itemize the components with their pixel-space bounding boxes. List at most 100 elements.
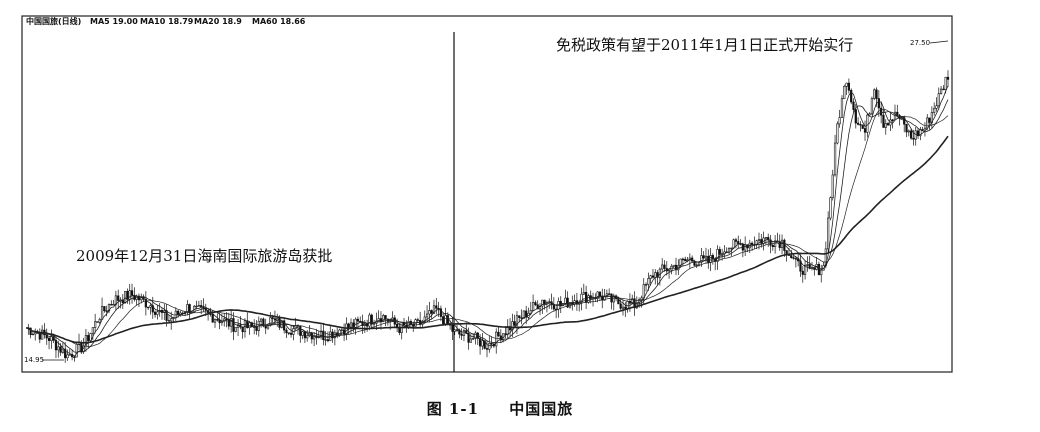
- candle-body: [423, 316, 426, 322]
- candle-body: [140, 296, 143, 301]
- candle-body: [603, 295, 606, 301]
- candle-body: [734, 239, 738, 242]
- candle-body: [515, 315, 519, 326]
- candle-body: [757, 239, 761, 242]
- candle-body: [543, 299, 546, 305]
- candle-body: [211, 314, 214, 323]
- candle-body: [672, 264, 675, 267]
- candle-body: [499, 335, 502, 341]
- price-high-arrow: [929, 40, 949, 44]
- candle-body: [451, 324, 454, 332]
- candle-body: [790, 255, 793, 259]
- candle-body: [644, 284, 648, 286]
- candle-body: [884, 123, 887, 128]
- candle-body: [340, 329, 343, 331]
- candle-body: [299, 325, 302, 336]
- candle-body: [227, 318, 230, 327]
- candle-body: [73, 356, 76, 358]
- candle-body: [216, 319, 219, 321]
- candle-body: [455, 329, 459, 331]
- candle-body: [177, 310, 180, 315]
- candle-body: [568, 302, 572, 308]
- candle-body: [41, 329, 44, 340]
- candle-body: [444, 315, 447, 325]
- candle-body: [34, 332, 37, 335]
- figure-number: 图 1-1: [426, 400, 480, 418]
- candle-body: [368, 314, 371, 327]
- candle-body: [522, 310, 525, 319]
- ma-line-ma60: [25, 135, 949, 344]
- candle-body: [598, 291, 602, 297]
- candle-body: [536, 304, 539, 310]
- candle-body: [310, 333, 313, 340]
- candle-body: [732, 239, 735, 249]
- candle-body: [234, 327, 237, 332]
- candle-body: [886, 123, 890, 126]
- candle-body: [68, 354, 71, 356]
- candle-body: [870, 98, 874, 115]
- candle-body: [439, 308, 443, 317]
- candle-body: [730, 247, 733, 250]
- candle-body: [649, 275, 652, 279]
- candle-body: [596, 291, 599, 299]
- candle-body: [587, 295, 590, 303]
- candle-body: [333, 332, 336, 339]
- candle-body: [416, 319, 419, 321]
- candle-body: [907, 130, 910, 133]
- candle-body: [442, 316, 445, 325]
- candle-body: [260, 318, 263, 322]
- header-ma60: MA60 18.66: [252, 17, 306, 26]
- candle-body: [769, 239, 772, 246]
- ma-line-ma5: [25, 85, 949, 357]
- candle-body: [808, 264, 811, 268]
- candle-body: [467, 332, 470, 343]
- candle-body: [213, 319, 217, 323]
- candle-body: [126, 291, 129, 300]
- candle-body: [838, 117, 841, 125]
- candle-body: [481, 340, 484, 347]
- candle-body: [206, 310, 210, 313]
- candle-body: [144, 298, 147, 308]
- candle-body: [179, 312, 182, 315]
- candle-body: [684, 258, 687, 262]
- price-high-label: 27.50: [910, 39, 930, 47]
- candle-body: [518, 315, 521, 318]
- candle-body: [110, 304, 113, 306]
- candle-body: [608, 293, 611, 295]
- candle-body: [718, 249, 721, 255]
- candle-body: [513, 321, 516, 326]
- candle-body: [534, 302, 537, 306]
- candle-body: [829, 197, 832, 219]
- candle-body: [531, 302, 535, 311]
- candle-body: [359, 320, 362, 323]
- candle-body: [319, 330, 323, 338]
- candle-body: [792, 257, 795, 259]
- candle-body: [483, 340, 486, 349]
- candle-body: [566, 297, 569, 308]
- candle-body: [873, 89, 876, 99]
- ma-line-ma10: [25, 99, 949, 353]
- candle-body: [149, 305, 152, 308]
- candle-body: [663, 264, 666, 269]
- candle-body: [372, 323, 376, 325]
- candle-body: [61, 348, 64, 353]
- candle-body: [301, 331, 304, 336]
- candle-body: [529, 310, 532, 314]
- candle-body: [803, 264, 807, 275]
- stock-chart: 中国国旅(日线) MA5 19.00 MA10 18.79 MA20 18.9 …: [18, 14, 956, 378]
- candle-body: [349, 322, 353, 328]
- candle-body: [345, 323, 348, 335]
- candle-body: [490, 342, 493, 345]
- candle-body: [704, 255, 708, 259]
- candle-body: [882, 114, 885, 128]
- candle-body: [232, 318, 235, 332]
- candle-body: [124, 291, 127, 304]
- candle-body: [220, 321, 224, 324]
- candle-body: [200, 305, 203, 307]
- candle-body: [241, 326, 244, 333]
- candle-body: [47, 337, 51, 341]
- candle-body: [610, 293, 613, 303]
- candle-body: [520, 317, 523, 319]
- candle-body: [760, 239, 763, 244]
- candle-body: [850, 90, 853, 103]
